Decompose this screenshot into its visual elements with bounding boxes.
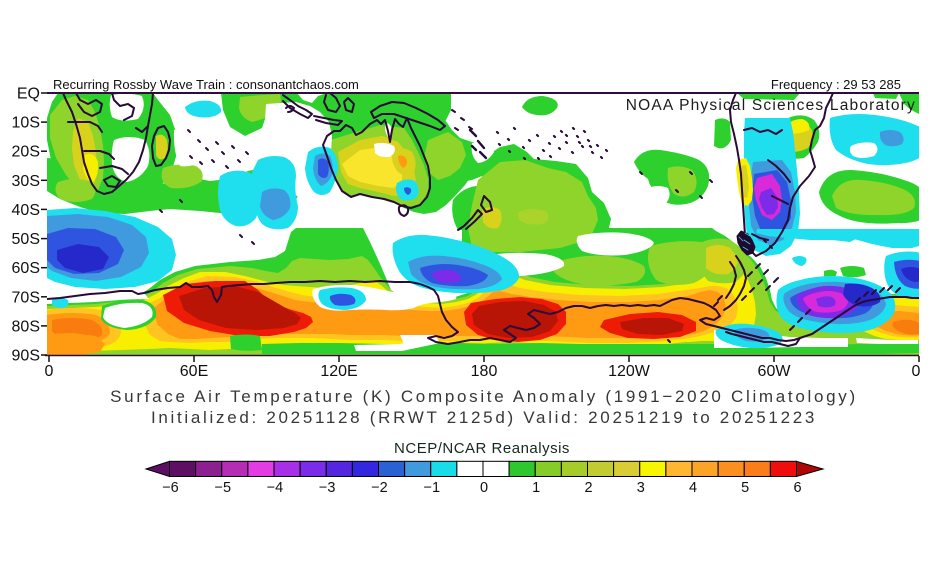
svg-text:90S: 90S <box>12 348 40 365</box>
svg-text:NOAA Physical Sciences Laborat: NOAA Physical Sciences Laboratory <box>626 97 916 114</box>
svg-text:6: 6 <box>793 480 801 496</box>
svg-text:60E: 60E <box>180 363 208 380</box>
svg-text:Initialized: 20251128 (RRWT 21: Initialized: 20251128 (RRWT 2125d) Valid… <box>151 408 817 427</box>
svg-text:3: 3 <box>637 480 645 496</box>
svg-text:120E: 120E <box>320 363 357 380</box>
svg-text:30S: 30S <box>12 173 40 190</box>
svg-text:120W: 120W <box>608 363 651 380</box>
svg-text:2: 2 <box>584 480 592 496</box>
svg-text:40S: 40S <box>12 202 40 219</box>
svg-text:20S: 20S <box>12 144 40 161</box>
svg-text:−3: −3 <box>319 480 336 496</box>
svg-text:70S: 70S <box>12 289 40 306</box>
svg-text:4: 4 <box>689 480 697 496</box>
svg-text:50S: 50S <box>12 231 40 248</box>
svg-text:−5: −5 <box>215 480 232 496</box>
svg-text:180: 180 <box>471 363 498 380</box>
svg-text:Surface Air Temperature (K) Co: Surface Air Temperature (K) Composite An… <box>110 387 858 406</box>
svg-text:−1: −1 <box>424 480 441 496</box>
svg-text:−4: −4 <box>267 480 284 496</box>
svg-text:0: 0 <box>912 363 921 380</box>
svg-text:−2: −2 <box>371 480 388 496</box>
svg-text:60S: 60S <box>12 260 40 277</box>
svg-text:80S: 80S <box>12 318 40 335</box>
svg-text:Frequency : 29 53 285: Frequency : 29 53 285 <box>771 77 901 92</box>
svg-text:−6: −6 <box>162 480 179 496</box>
svg-text:EQ: EQ <box>17 86 40 103</box>
svg-text:10S: 10S <box>12 115 40 132</box>
svg-text:1: 1 <box>532 480 540 496</box>
svg-text:NCEP/NCAR Reanalysis: NCEP/NCAR Reanalysis <box>394 440 570 457</box>
svg-text:0: 0 <box>45 363 54 380</box>
svg-text:60W: 60W <box>758 363 792 380</box>
svg-text:5: 5 <box>741 480 749 496</box>
svg-text:0: 0 <box>480 480 488 496</box>
svg-text:Recurring Rossby Wave Train :: Recurring Rossby Wave Train : consonantc… <box>53 77 359 92</box>
